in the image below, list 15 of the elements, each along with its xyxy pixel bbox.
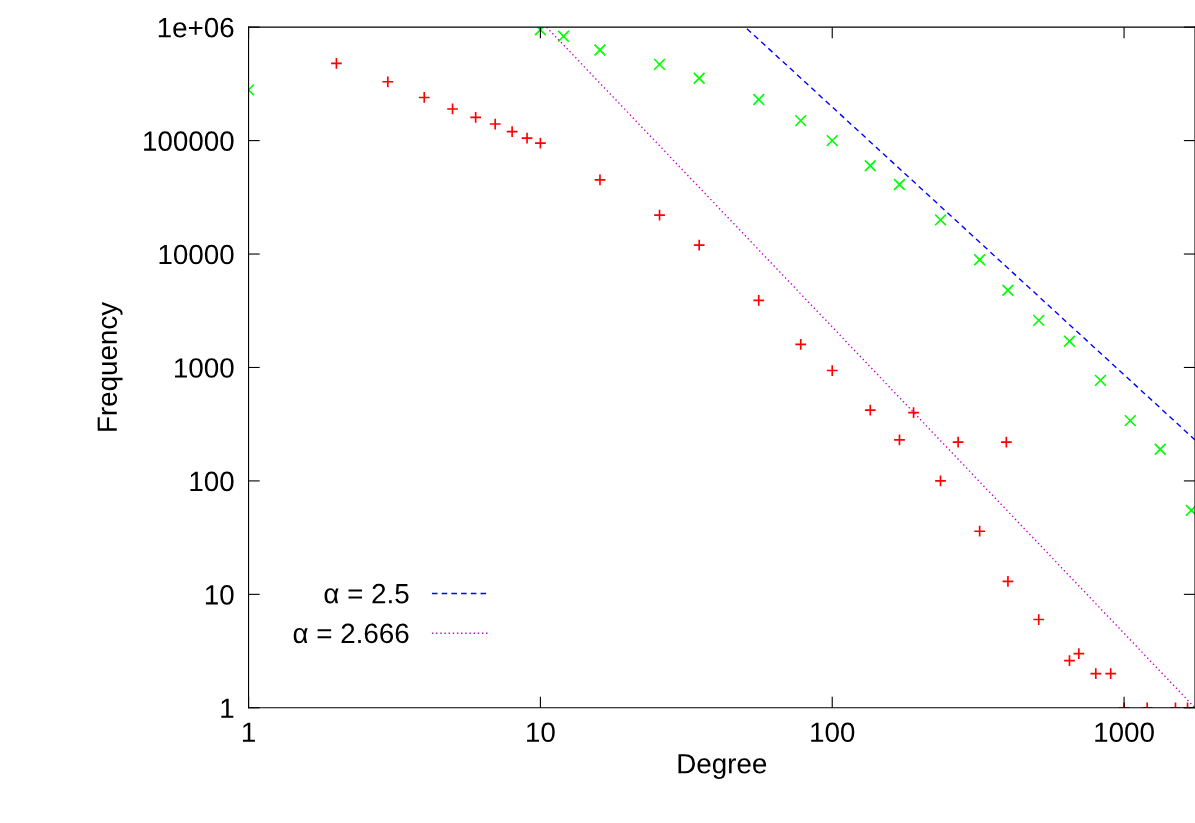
y-tick-label: 100 bbox=[190, 471, 234, 492]
y-tick-label: 10000 bbox=[159, 244, 234, 265]
legend-label: α = 2.666 bbox=[293, 623, 409, 644]
y-tick-label: 100000 bbox=[144, 131, 234, 151]
x-tick-label: 100 bbox=[811, 722, 855, 743]
y-tick-label: 1000 bbox=[175, 358, 234, 378]
y-tick-label: 1 bbox=[221, 698, 234, 718]
legend-label: α = 2.5 bbox=[324, 583, 409, 604]
y-axis-title: Frequency bbox=[97, 301, 123, 431]
x-tick-label: 1000 bbox=[1095, 722, 1154, 743]
x-tick-label: 1 bbox=[242, 722, 255, 742]
y-tick-label: 10 bbox=[205, 585, 234, 605]
x-tick-label: 10 bbox=[527, 722, 555, 743]
x-axis-title: Degree bbox=[678, 754, 767, 780]
y-tick-label: 1e+06 bbox=[158, 17, 234, 38]
